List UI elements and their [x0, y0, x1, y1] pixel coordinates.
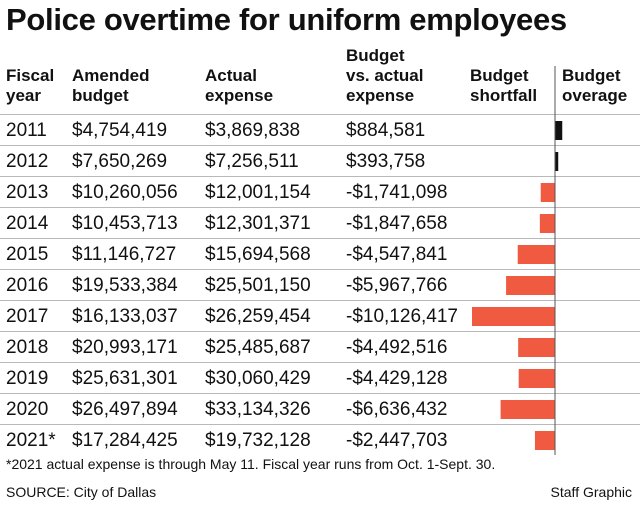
fiscal-year-cell: 2012 — [6, 151, 49, 172]
actual-expense-cell: $33,134,326 — [205, 399, 311, 420]
budget-vs-actual-cell: -$10,126,417 — [346, 306, 458, 327]
amended-budget-cell: $19,533,384 — [72, 275, 178, 296]
amended-budget-cell: $26,497,894 — [72, 399, 178, 420]
table-row: 2016 $19,533,384 $25,501,150 -$5,967,766 — [0, 269, 640, 301]
fiscal-year-cell: 2013 — [6, 182, 49, 203]
shortfall-bar — [539, 214, 555, 233]
budget-vs-actual-cell: -$1,741,098 — [346, 182, 448, 203]
header-shortfall-line1: Budget — [470, 66, 529, 85]
fiscal-year-cell: 2014 — [6, 213, 49, 234]
actual-expense-cell: $3,869,838 — [205, 120, 301, 141]
shortfall-bar — [500, 400, 555, 419]
actual-expense-cell: $7,256,511 — [205, 151, 299, 172]
actual-expense-cell: $25,501,150 — [205, 275, 311, 296]
shortfall-bar — [472, 307, 555, 326]
table-row: 2012 $7,650,269 $7,256,511 $393,758 — [0, 145, 640, 177]
header-actual-expense-line2: expense — [205, 86, 274, 105]
header-budget-vs-actual-line1: Budget — [346, 46, 405, 65]
budget-vs-actual-cell: -$1,847,658 — [346, 213, 448, 234]
header-budget-shortfall: Budget shortfall — [470, 66, 537, 106]
fiscal-year-cell: 2015 — [6, 244, 49, 265]
amended-budget-cell: $17,284,425 — [72, 430, 178, 451]
shortfall-bar — [518, 369, 555, 388]
amended-budget-cell: $4,754,419 — [72, 120, 168, 141]
shortfall-bar — [540, 183, 555, 202]
header-overage-line2: overage — [562, 86, 628, 105]
budget-vs-actual-cell: $393,758 — [346, 151, 426, 172]
budget-vs-actual-cell: -$4,492,516 — [346, 337, 448, 358]
header-amended-budget: Amended budget — [72, 66, 149, 106]
fiscal-year-cell: 2018 — [6, 337, 49, 358]
actual-expense-cell: $15,694,568 — [205, 244, 311, 265]
credit-note: Staff Graphic — [550, 484, 632, 500]
header-fiscal-year: Fiscal year — [6, 66, 54, 106]
shortfall-bar — [506, 276, 555, 295]
header-actual-expense-line1: Actual — [205, 66, 257, 85]
fiscal-year-cell: 2011 — [6, 120, 47, 141]
amended-budget-cell: $25,631,301 — [72, 368, 178, 389]
header-amended-budget-line1: Amended — [72, 66, 150, 85]
header-budget-overage: Budget overage — [562, 66, 627, 106]
overage-bar — [555, 152, 559, 171]
table-row: 2015 $11,146,727 $15,694,568 -$4,547,841 — [0, 238, 640, 270]
amended-budget-cell: $11,146,727 — [72, 244, 177, 265]
header-budget-vs-actual-line3: expense — [346, 86, 415, 105]
amended-budget-cell: $10,453,713 — [72, 213, 178, 234]
table-row: 2013 $10,260,056 $12,001,154 -$1,741,098 — [0, 176, 640, 208]
header-budget-vs-actual: Budget vs. actual expense — [346, 46, 424, 106]
table-row: 2014 $10,453,713 $12,301,371 -$1,847,658 — [0, 207, 640, 239]
budget-vs-actual-cell: $884,581 — [346, 120, 426, 141]
fiscal-year-cell: 2019 — [6, 368, 49, 389]
fiscal-year-cell: 2016 — [6, 275, 49, 296]
budget-vs-actual-cell: -$2,447,703 — [346, 430, 448, 451]
fiscal-year-cell: 2017 — [6, 306, 49, 327]
header-budget-vs-actual-line2: vs. actual — [346, 66, 424, 85]
amended-budget-cell: $16,133,037 — [72, 306, 178, 327]
shortfall-bar — [517, 245, 555, 264]
source-note: SOURCE: City of Dallas — [6, 484, 157, 500]
overage-bar — [555, 121, 563, 140]
budget-vs-actual-cell: -$4,547,841 — [346, 244, 448, 265]
header-fiscal-year-line2: year — [6, 86, 41, 105]
header-overage-line1: Budget — [562, 66, 621, 85]
actual-expense-cell: $26,259,454 — [205, 306, 311, 327]
footnote: *2021 actual expense is through May 11. … — [6, 456, 496, 472]
amended-budget-cell: $10,260,056 — [72, 182, 178, 203]
header-amended-budget-line2: budget — [72, 86, 129, 105]
actual-expense-cell: $12,001,154 — [205, 182, 311, 203]
chart-title: Police overtime for uniform employees — [6, 2, 567, 37]
budget-vs-actual-cell: -$5,967,766 — [346, 275, 448, 296]
table-row: 2019 $25,631,301 $30,060,429 -$4,429,128 — [0, 362, 640, 394]
table-row: 2017 $16,133,037 $26,259,454 -$10,126,417 — [0, 300, 640, 332]
amended-budget-cell: $20,993,171 — [72, 337, 178, 358]
shortfall-bar — [534, 431, 555, 450]
actual-expense-cell: $19,732,128 — [205, 430, 311, 451]
table-row: 2011 $4,754,419 $3,869,838 $884,581 — [0, 114, 640, 146]
fiscal-year-cell: 2021* — [6, 430, 56, 451]
fiscal-year-cell: 2020 — [6, 399, 49, 420]
amended-budget-cell: $7,650,269 — [72, 151, 168, 172]
header-actual-expense: Actual expense — [205, 66, 273, 106]
table-row: 2020 $26,497,894 $33,134,326 -$6,636,432 — [0, 393, 640, 425]
budget-vs-actual-cell: -$6,636,432 — [346, 399, 448, 420]
table-row: 2021* $17,284,425 $19,732,128 -$2,447,703 — [0, 424, 640, 456]
table-row: 2018 $20,993,171 $25,485,687 -$4,492,516 — [0, 331, 640, 363]
header-fiscal-year-line1: Fiscal — [6, 66, 55, 85]
actual-expense-cell: $12,301,371 — [205, 213, 311, 234]
shortfall-bar — [518, 338, 555, 357]
actual-expense-cell: $25,485,687 — [205, 337, 311, 358]
budget-vs-actual-cell: -$4,429,128 — [346, 368, 448, 389]
actual-expense-cell: $30,060,429 — [205, 368, 311, 389]
header-shortfall-line2: shortfall — [470, 86, 538, 105]
